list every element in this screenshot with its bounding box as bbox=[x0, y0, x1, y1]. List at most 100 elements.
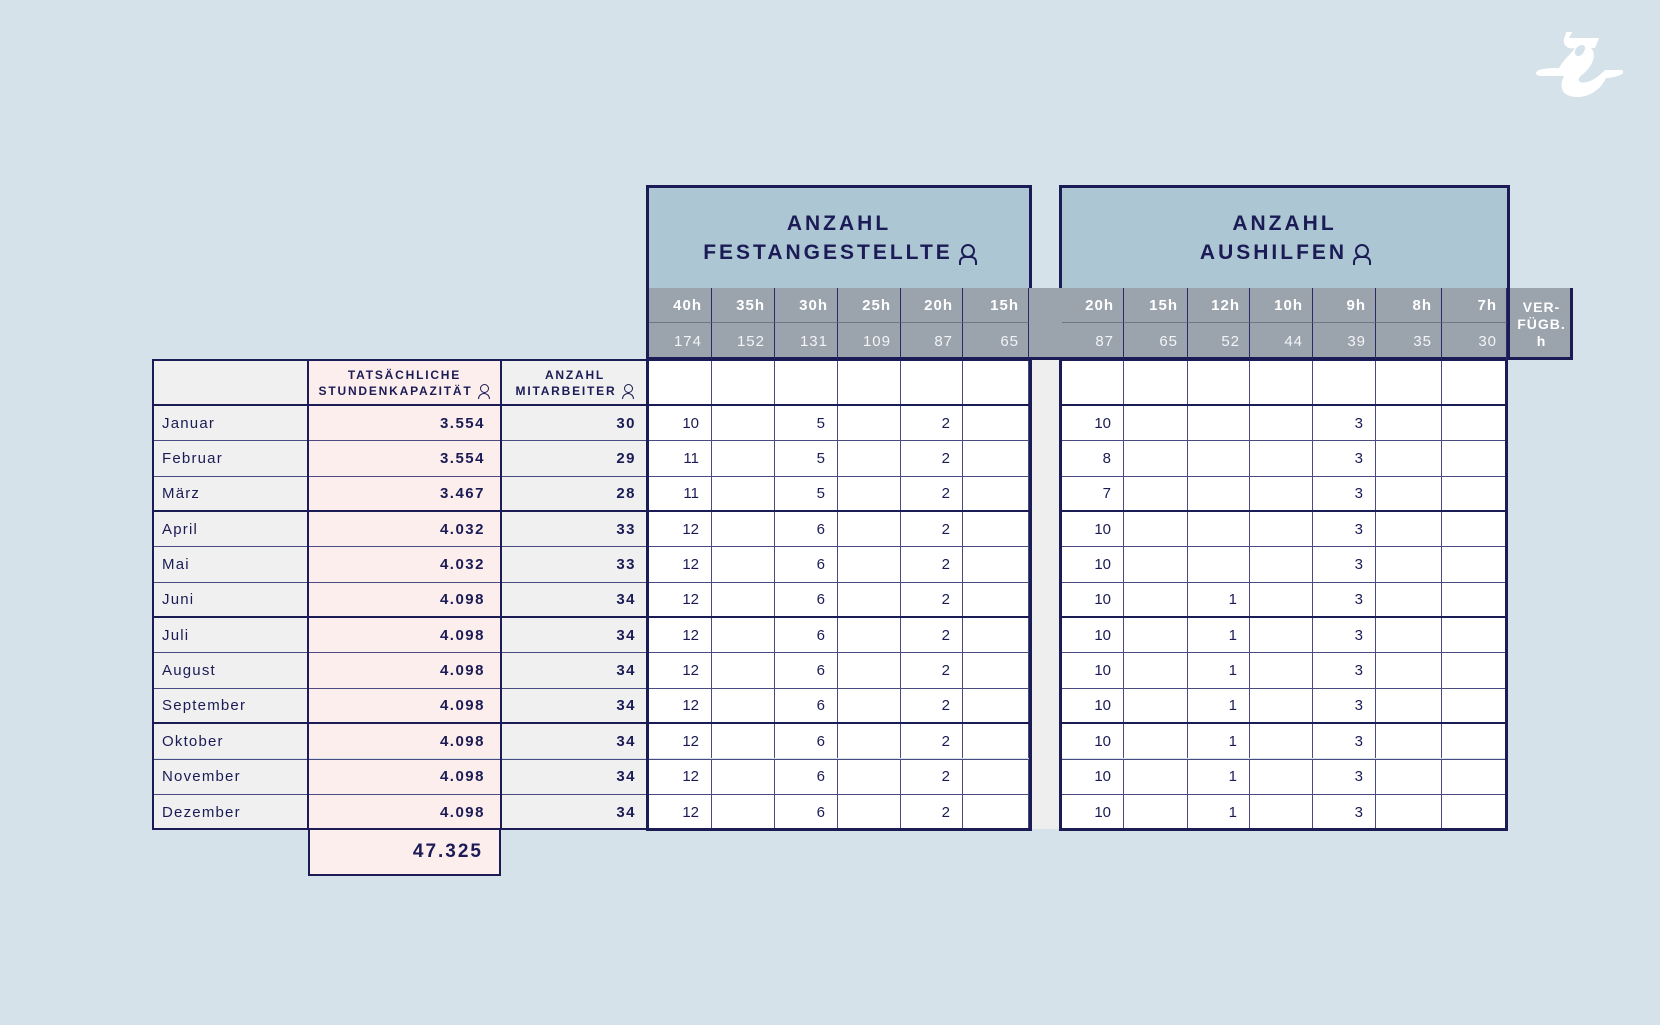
cell-festangestellte[interactable]: 2 bbox=[901, 723, 963, 759]
cell-aushilfen[interactable]: 10 bbox=[1062, 511, 1124, 547]
cell-festangestellte[interactable]: 2 bbox=[901, 793, 963, 830]
cell-festangestellte[interactable] bbox=[838, 723, 901, 759]
cell-aushilfen[interactable] bbox=[1124, 793, 1188, 830]
cell-festangestellte[interactable] bbox=[963, 405, 1029, 441]
cell-aushilfen[interactable] bbox=[1442, 617, 1507, 653]
cell-aushilfen[interactable]: 3 bbox=[1313, 581, 1376, 618]
cell-aushilfen[interactable] bbox=[1376, 793, 1442, 830]
cell-aushilfen[interactable]: 10 bbox=[1062, 652, 1124, 688]
cell-aushilfen[interactable] bbox=[1250, 723, 1313, 759]
cell-aushilfen[interactable]: 10 bbox=[1062, 758, 1124, 794]
cell-festangestellte[interactable] bbox=[963, 617, 1029, 653]
cell-festangestellte[interactable] bbox=[963, 581, 1029, 618]
cell-festangestellte[interactable]: 2 bbox=[901, 617, 963, 653]
cell-festangestellte[interactable] bbox=[963, 652, 1029, 688]
cell-festangestellte[interactable]: 12 bbox=[649, 793, 712, 830]
cell-festangestellte[interactable] bbox=[838, 440, 901, 476]
cell-aushilfen[interactable]: 10 bbox=[1062, 723, 1124, 759]
cell-aushilfen[interactable]: 3 bbox=[1313, 617, 1376, 653]
cell-festangestellte[interactable] bbox=[838, 581, 901, 618]
cell-festangestellte[interactable]: 6 bbox=[775, 617, 838, 653]
cell-festangestellte[interactable]: 2 bbox=[901, 440, 963, 476]
cell-festangestellte[interactable] bbox=[963, 511, 1029, 547]
cell-festangestellte[interactable] bbox=[838, 546, 901, 582]
cell-aushilfen[interactable]: 10 bbox=[1062, 687, 1124, 724]
cell-aushilfen[interactable] bbox=[1124, 440, 1188, 476]
cell-aushilfen[interactable]: 1 bbox=[1188, 581, 1250, 618]
cell-festangestellte[interactable]: 6 bbox=[775, 652, 838, 688]
cell-aushilfen[interactable]: 3 bbox=[1313, 546, 1376, 582]
cell-aushilfen[interactable]: 3 bbox=[1313, 793, 1376, 830]
cell-aushilfen[interactable] bbox=[1124, 405, 1188, 441]
cell-festangestellte[interactable] bbox=[963, 723, 1029, 759]
cell-aushilfen[interactable] bbox=[1442, 758, 1507, 794]
cell-festangestellte[interactable]: 2 bbox=[901, 546, 963, 582]
cell-festangestellte[interactable]: 2 bbox=[901, 687, 963, 724]
cell-festangestellte[interactable]: 12 bbox=[649, 652, 712, 688]
cell-aushilfen[interactable]: 3 bbox=[1313, 405, 1376, 441]
cell-festangestellte[interactable] bbox=[838, 617, 901, 653]
cell-festangestellte[interactable]: 5 bbox=[775, 405, 838, 441]
cell-aushilfen[interactable]: 10 bbox=[1062, 793, 1124, 830]
cell-aushilfen[interactable] bbox=[1442, 511, 1507, 547]
cell-aushilfen[interactable] bbox=[1188, 546, 1250, 582]
cell-aushilfen[interactable] bbox=[1124, 617, 1188, 653]
cell-aushilfen[interactable] bbox=[1376, 546, 1442, 582]
cell-aushilfen[interactable] bbox=[1376, 440, 1442, 476]
cell-aushilfen[interactable] bbox=[1250, 546, 1313, 582]
cell-festangestellte[interactable]: 6 bbox=[775, 546, 838, 582]
cell-aushilfen[interactable]: 10 bbox=[1062, 581, 1124, 618]
cell-aushilfen[interactable] bbox=[1250, 687, 1313, 724]
cell-aushilfen[interactable]: 3 bbox=[1313, 758, 1376, 794]
cell-festangestellte[interactable] bbox=[838, 687, 901, 724]
cell-aushilfen[interactable] bbox=[1124, 511, 1188, 547]
cell-aushilfen[interactable]: 8 bbox=[1062, 440, 1124, 476]
cell-aushilfen[interactable] bbox=[1188, 475, 1250, 512]
cell-aushilfen[interactable]: 10 bbox=[1062, 617, 1124, 653]
cell-festangestellte[interactable] bbox=[963, 758, 1029, 794]
cell-festangestellte[interactable] bbox=[712, 758, 775, 794]
cell-festangestellte[interactable]: 12 bbox=[649, 723, 712, 759]
cell-aushilfen[interactable]: 1 bbox=[1188, 652, 1250, 688]
cell-aushilfen[interactable] bbox=[1376, 723, 1442, 759]
cell-aushilfen[interactable] bbox=[1376, 652, 1442, 688]
cell-festangestellte[interactable] bbox=[963, 687, 1029, 724]
cell-festangestellte[interactable] bbox=[838, 652, 901, 688]
cell-aushilfen[interactable] bbox=[1376, 405, 1442, 441]
cell-aushilfen[interactable]: 3 bbox=[1313, 511, 1376, 547]
cell-festangestellte[interactable] bbox=[712, 546, 775, 582]
cell-festangestellte[interactable]: 11 bbox=[649, 440, 712, 476]
cell-festangestellte[interactable] bbox=[712, 617, 775, 653]
cell-aushilfen[interactable] bbox=[1250, 405, 1313, 441]
cell-festangestellte[interactable] bbox=[963, 546, 1029, 582]
cell-festangestellte[interactable]: 2 bbox=[901, 405, 963, 441]
cell-festangestellte[interactable]: 12 bbox=[649, 758, 712, 794]
cell-aushilfen[interactable] bbox=[1442, 405, 1507, 441]
cell-aushilfen[interactable]: 1 bbox=[1188, 617, 1250, 653]
cell-aushilfen[interactable] bbox=[1376, 758, 1442, 794]
cell-aushilfen[interactable] bbox=[1124, 652, 1188, 688]
cell-aushilfen[interactable] bbox=[1376, 687, 1442, 724]
cell-aushilfen[interactable] bbox=[1124, 546, 1188, 582]
cell-aushilfen[interactable] bbox=[1250, 758, 1313, 794]
cell-festangestellte[interactable]: 2 bbox=[901, 511, 963, 547]
cell-aushilfen[interactable] bbox=[1442, 793, 1507, 830]
cell-festangestellte[interactable] bbox=[712, 652, 775, 688]
cell-aushilfen[interactable] bbox=[1124, 723, 1188, 759]
cell-aushilfen[interactable] bbox=[1442, 687, 1507, 724]
cell-aushilfen[interactable]: 10 bbox=[1062, 546, 1124, 582]
cell-festangestellte[interactable] bbox=[838, 511, 901, 547]
cell-aushilfen[interactable] bbox=[1376, 581, 1442, 618]
cell-aushilfen[interactable] bbox=[1188, 511, 1250, 547]
cell-festangestellte[interactable]: 2 bbox=[901, 475, 963, 512]
cell-festangestellte[interactable]: 2 bbox=[901, 652, 963, 688]
cell-festangestellte[interactable]: 11 bbox=[649, 475, 712, 512]
cell-aushilfen[interactable] bbox=[1442, 546, 1507, 582]
cell-festangestellte[interactable] bbox=[963, 793, 1029, 830]
cell-aushilfen[interactable] bbox=[1376, 511, 1442, 547]
cell-festangestellte[interactable] bbox=[712, 723, 775, 759]
cell-aushilfen[interactable]: 3 bbox=[1313, 440, 1376, 476]
cell-aushilfen[interactable] bbox=[1188, 405, 1250, 441]
cell-aushilfen[interactable] bbox=[1124, 687, 1188, 724]
cell-festangestellte[interactable] bbox=[963, 440, 1029, 476]
